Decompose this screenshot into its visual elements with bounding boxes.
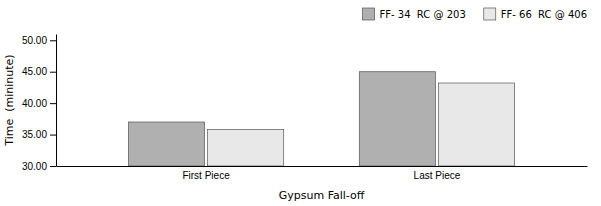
tick: First Piece: [182, 166, 230, 181]
bar: [439, 83, 515, 166]
tick: 30.00: [22, 161, 56, 172]
tick-label: 35.00: [22, 129, 47, 140]
tick-mark: [50, 166, 56, 167]
tick-mark: [50, 103, 56, 104]
bar: [128, 122, 204, 166]
legend: FF- 34 RC @ 203 FF- 66 RC @ 406: [363, 8, 588, 20]
x-axis: First Piece Last Piece: [57, 166, 588, 181]
series: [128, 72, 435, 166]
tick: Last Piece: [414, 166, 461, 181]
tick-mark: [50, 135, 56, 136]
bar: [359, 72, 435, 166]
tick-label: 40.00: [22, 98, 47, 109]
tick: 45.00: [22, 66, 56, 77]
y-axis-title: Time (mininute): [3, 54, 16, 146]
x-axis-title: Gypsum Fall-off: [279, 189, 365, 202]
y-axis: 30.00 35.00 40.00 45.00 50.00: [22, 35, 57, 172]
legend-swatch: [363, 8, 375, 20]
legend-swatch: [484, 8, 496, 20]
chart: 30.00 35.00 40.00 45.00 50.00 First Piece Last…: [0, 0, 601, 206]
tick: 40.00: [22, 98, 56, 109]
legend-label: FF- 34 RC @ 203: [380, 9, 466, 20]
bar: [208, 130, 284, 166]
axis-line: [57, 166, 588, 167]
tick-mark: [50, 40, 56, 41]
tick-label: 30.00: [22, 161, 47, 172]
plot: 30.00 35.00 40.00 45.00 50.00 First Piece Last…: [22, 35, 588, 182]
tick: 50.00: [22, 35, 56, 46]
tick-label: Last Piece: [414, 170, 461, 181]
legend-item: FF- 34 RC @ 203: [363, 8, 466, 20]
axis-line: [56, 35, 57, 167]
legend-item: FF- 66 RC @ 406: [484, 8, 587, 20]
legend-label: FF- 66 RC @ 406: [501, 9, 587, 20]
bars: [128, 72, 514, 166]
tick-mark: [50, 72, 56, 73]
tick-label: 45.00: [22, 66, 47, 77]
tick-label: First Piece: [182, 170, 230, 181]
series: [208, 83, 515, 166]
tick: 35.00: [22, 129, 56, 140]
tick-label: 50.00: [22, 35, 47, 46]
